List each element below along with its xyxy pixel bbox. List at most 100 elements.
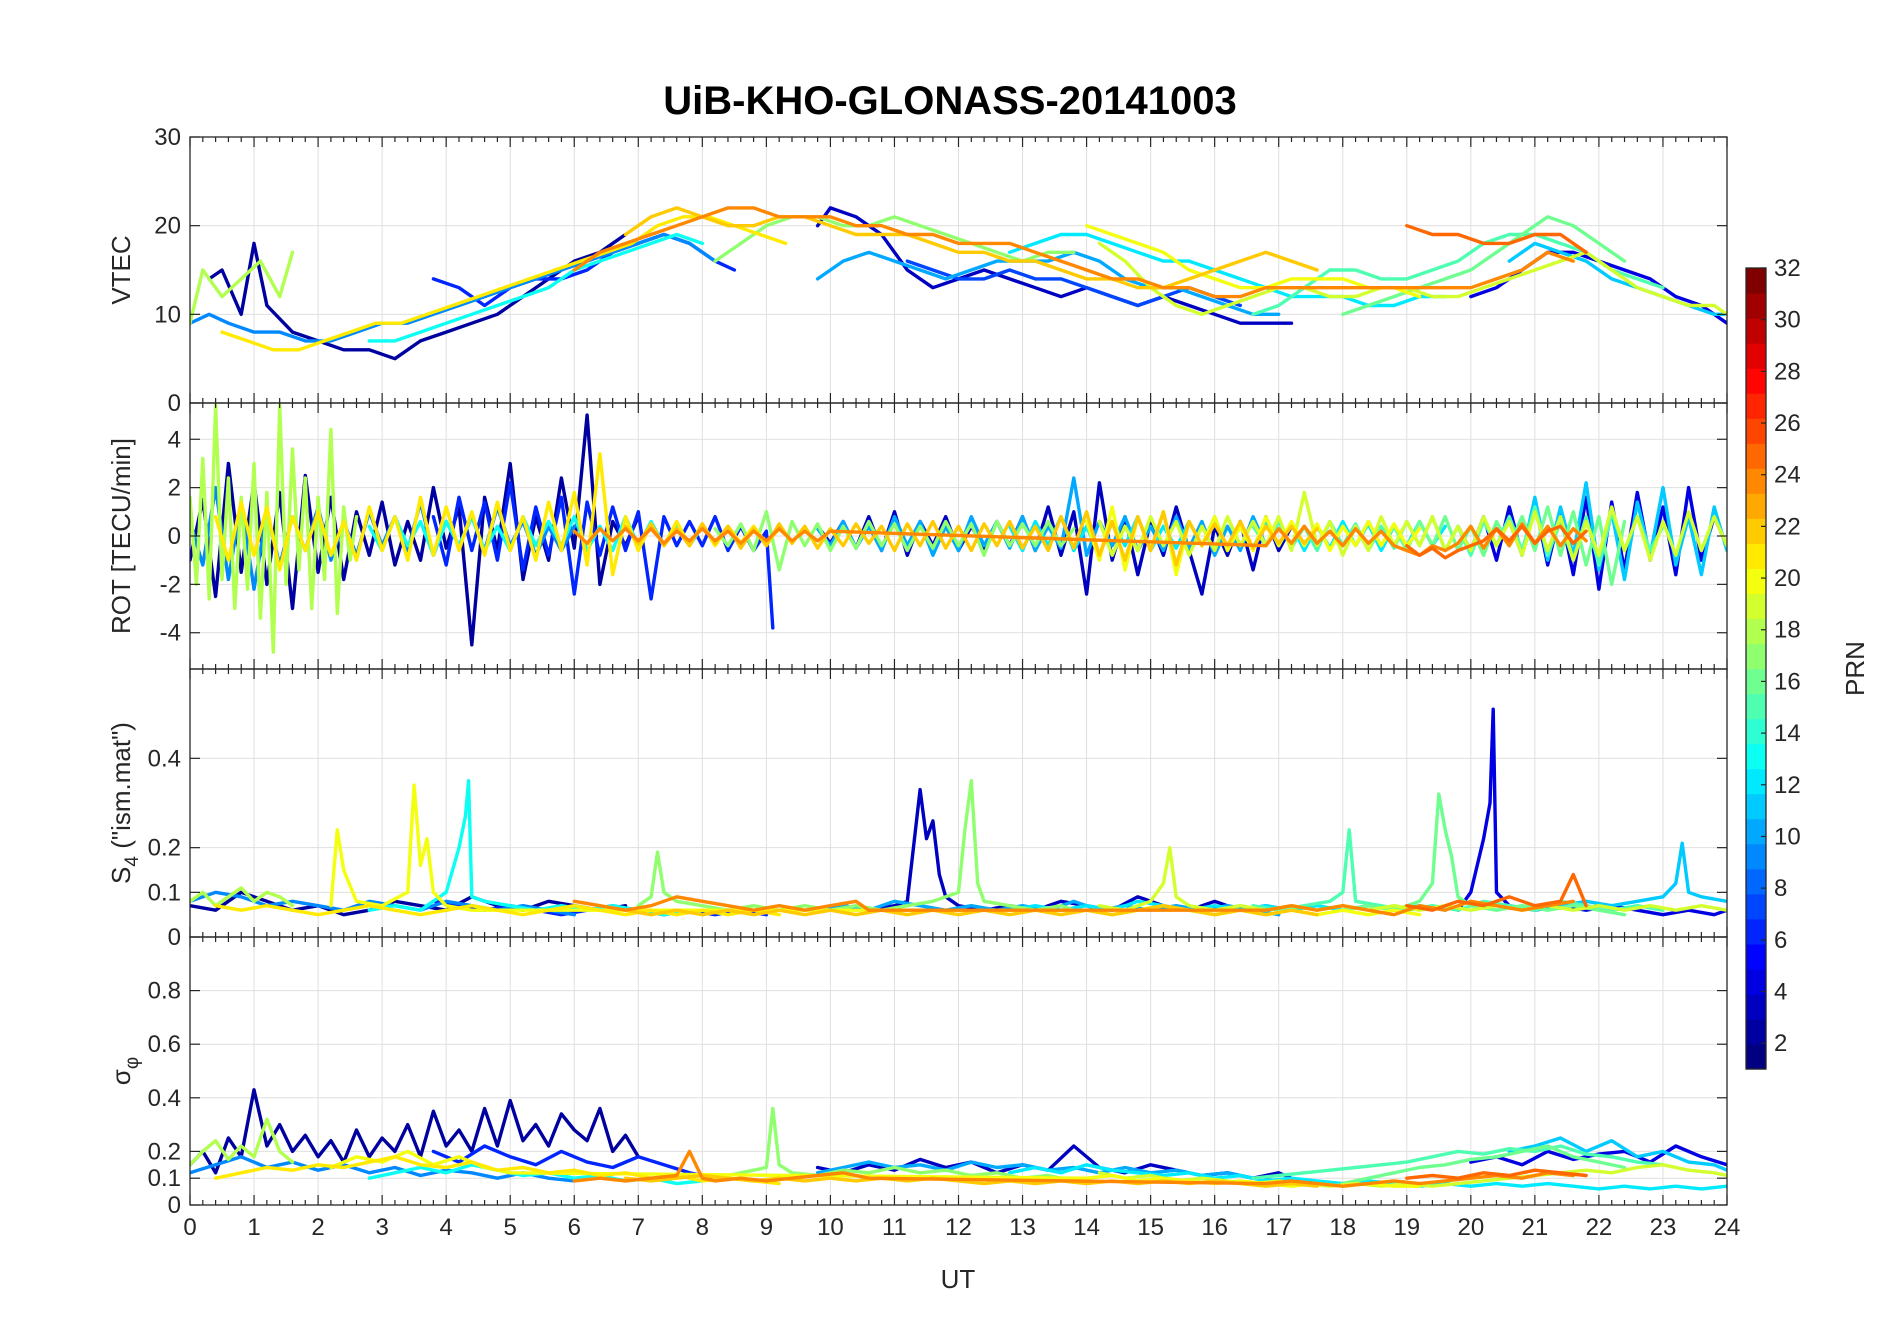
series-line-prn-25 (1405, 223, 1588, 255)
colorbar-segment (1746, 768, 1766, 795)
y-tick-label: 0 (168, 390, 181, 417)
x-tick-label: 15 (1137, 1214, 1164, 1241)
x-tick-label: 5 (504, 1214, 517, 1241)
colorbar-tick-label: 20 (1774, 565, 1801, 592)
colorbar-segment (1746, 868, 1766, 895)
colorbar-label: PRN (1840, 641, 1870, 696)
colorbar-tick-label: 12 (1774, 772, 1801, 799)
colorbar-segment (1746, 893, 1766, 920)
colorbar-segment (1746, 818, 1766, 845)
colorbar-segment (1746, 593, 1766, 620)
colorbar-segment (1746, 343, 1766, 369)
x-tick-label: 4 (439, 1214, 452, 1241)
colorbar-segment (1746, 993, 1766, 1020)
series-line-prn-10 (815, 476, 1281, 557)
colorbar-segment (1746, 693, 1766, 720)
series-line-prn-13 (367, 232, 704, 343)
y-tick-label: 0.8 (148, 978, 181, 1005)
series-line-prn-25 (1405, 1168, 1588, 1180)
x-tick-label: 19 (1393, 1214, 1420, 1241)
x-tick-label: 21 (1522, 1214, 1549, 1241)
y-tick-label: 0.4 (148, 1085, 181, 1112)
colorbar-segment (1746, 518, 1766, 544)
series-line-prn-18 (190, 403, 359, 654)
colorbar-tick-label: 32 (1774, 255, 1801, 282)
series-line-prn-19 (1097, 241, 1727, 316)
series-line-prn-18 (190, 1117, 295, 1167)
x-tick-label: 18 (1329, 1214, 1356, 1241)
series-line-prn-22 (623, 510, 1319, 567)
colorbar-segment (1746, 943, 1766, 970)
colorbar-segment (1746, 918, 1766, 945)
y-tick-label: 0.1 (148, 879, 181, 906)
series-line-prn-19 (1097, 490, 1727, 562)
panel-2: -4 -2 0 2 4 ROT [TECU/min] (106, 402, 1728, 670)
colorbar-tick-label: 2 (1774, 1030, 1787, 1057)
x-tick-label: 2 (311, 1214, 324, 1241)
x-tick-label: 16 (1201, 1214, 1228, 1241)
colorbar-tick-label: 4 (1774, 978, 1787, 1005)
y-axis-label: S4 ("ism.mat") (106, 722, 143, 884)
series-line-prn-2 (190, 413, 640, 647)
colorbar-segment (1746, 1043, 1766, 1070)
colorbar-segment (1746, 468, 1766, 494)
x-tick-label: 13 (1009, 1214, 1036, 1241)
x-tick-label: 8 (696, 1214, 709, 1241)
series-group (190, 206, 1727, 361)
y-tick-label: 0.2 (148, 835, 181, 862)
colorbar-segment (1746, 668, 1766, 695)
colorbar-tick-label: 14 (1774, 720, 1801, 747)
colorbar-segment (1746, 1018, 1766, 1045)
series-line-prn-12 (1008, 1163, 1727, 1191)
colorbar-segment (1746, 493, 1766, 519)
y-tick-label: 0 (168, 924, 181, 951)
series-group (190, 403, 1727, 654)
series-line-prn-18 (190, 250, 295, 325)
x-tick-label: 7 (632, 1214, 645, 1241)
series-line-prn-24 (572, 206, 1576, 299)
series-line-prn-24 (572, 1149, 1576, 1188)
y-tick-label: 30 (154, 124, 181, 151)
colorbar-tick-label: 16 (1774, 668, 1801, 695)
x-tick-label: 1 (247, 1214, 260, 1241)
colorbar-frame (1745, 267, 1767, 1070)
series-line-prn-19 (1097, 846, 1727, 912)
x-axis-label: UT (941, 1264, 976, 1294)
colorbar-segment (1746, 793, 1766, 820)
series-line-prn-22 (623, 206, 1319, 290)
colorbar-tick-label: 28 (1774, 358, 1801, 385)
colorbar-tick-label: 30 (1774, 307, 1801, 334)
x-tick-label: 0 (183, 1214, 196, 1241)
y-tick-label: 0.2 (148, 1138, 181, 1165)
colorbar-segment (1746, 618, 1766, 645)
colorbar-tick-label: 18 (1774, 617, 1801, 644)
y-tick-label: 0.6 (148, 1031, 181, 1058)
colorbar-segment (1746, 643, 1766, 670)
colorbar-segment (1746, 718, 1766, 745)
series-line-prn-16 (1341, 1144, 1627, 1186)
y-axis-label: ROT [TECU/min] (106, 438, 136, 634)
series-line-prn-11 (1507, 1136, 1727, 1172)
series-line-prn-2 (190, 890, 628, 917)
colorbar-tick-label: 8 (1774, 875, 1787, 902)
colorbar-segment (1746, 743, 1766, 770)
x-tick-label: 23 (1650, 1214, 1677, 1241)
series-line-prn-18 (190, 886, 295, 908)
colorbar-segment (1746, 543, 1766, 569)
series-line-prn-24 (572, 522, 1588, 557)
colorbar-segment (1746, 318, 1766, 344)
series-line-prn-17 (636, 779, 1076, 912)
x-tick-label: 9 (760, 1214, 773, 1241)
series-line-prn-22 (623, 904, 1319, 917)
y-tick-label: -2 (160, 571, 181, 598)
y-tick-label: 20 (154, 213, 181, 240)
series-line-prn-9 (190, 232, 717, 343)
series-group (190, 1088, 1727, 1191)
y-axis-label: σφ (106, 1057, 143, 1085)
series-line-prn-25 (1405, 524, 1588, 560)
colorbar-segment (1746, 368, 1766, 394)
series-line-prn-9 (190, 1155, 576, 1183)
series-line-prn-25 (1405, 872, 1588, 912)
